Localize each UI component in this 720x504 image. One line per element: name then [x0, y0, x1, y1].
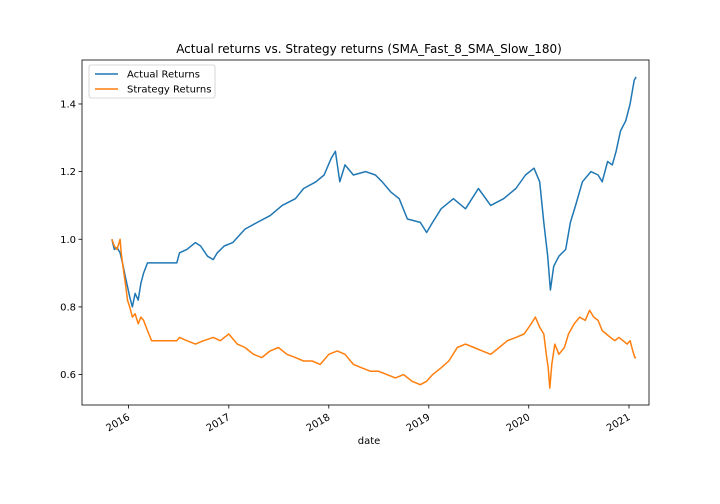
- series-line-strategy-returns: [111, 238, 637, 389]
- legend-label-strategy-returns: Strategy Returns: [127, 85, 211, 96]
- series-layer: [111, 76, 637, 389]
- y-tick-label: 0.6: [60, 370, 76, 381]
- series-line-actual-returns: [111, 76, 637, 308]
- y-tick-label: 1.4: [60, 99, 76, 110]
- y-tick-label: 1.2: [60, 167, 76, 178]
- y-tick-label: 1.0: [60, 235, 76, 246]
- x-axis-label: date: [358, 436, 381, 447]
- legend-box: [88, 64, 216, 99]
- chart-title: Actual returns vs. Strategy returns (SMA…: [176, 42, 562, 56]
- plot-frame: [81, 59, 650, 406]
- legend: Actual Returns Strategy Returns: [88, 64, 216, 99]
- plot-area: [82, 60, 649, 405]
- legend-label-actual-returns: Actual Returns: [127, 70, 200, 81]
- y-tick-label: 0.8: [60, 302, 76, 313]
